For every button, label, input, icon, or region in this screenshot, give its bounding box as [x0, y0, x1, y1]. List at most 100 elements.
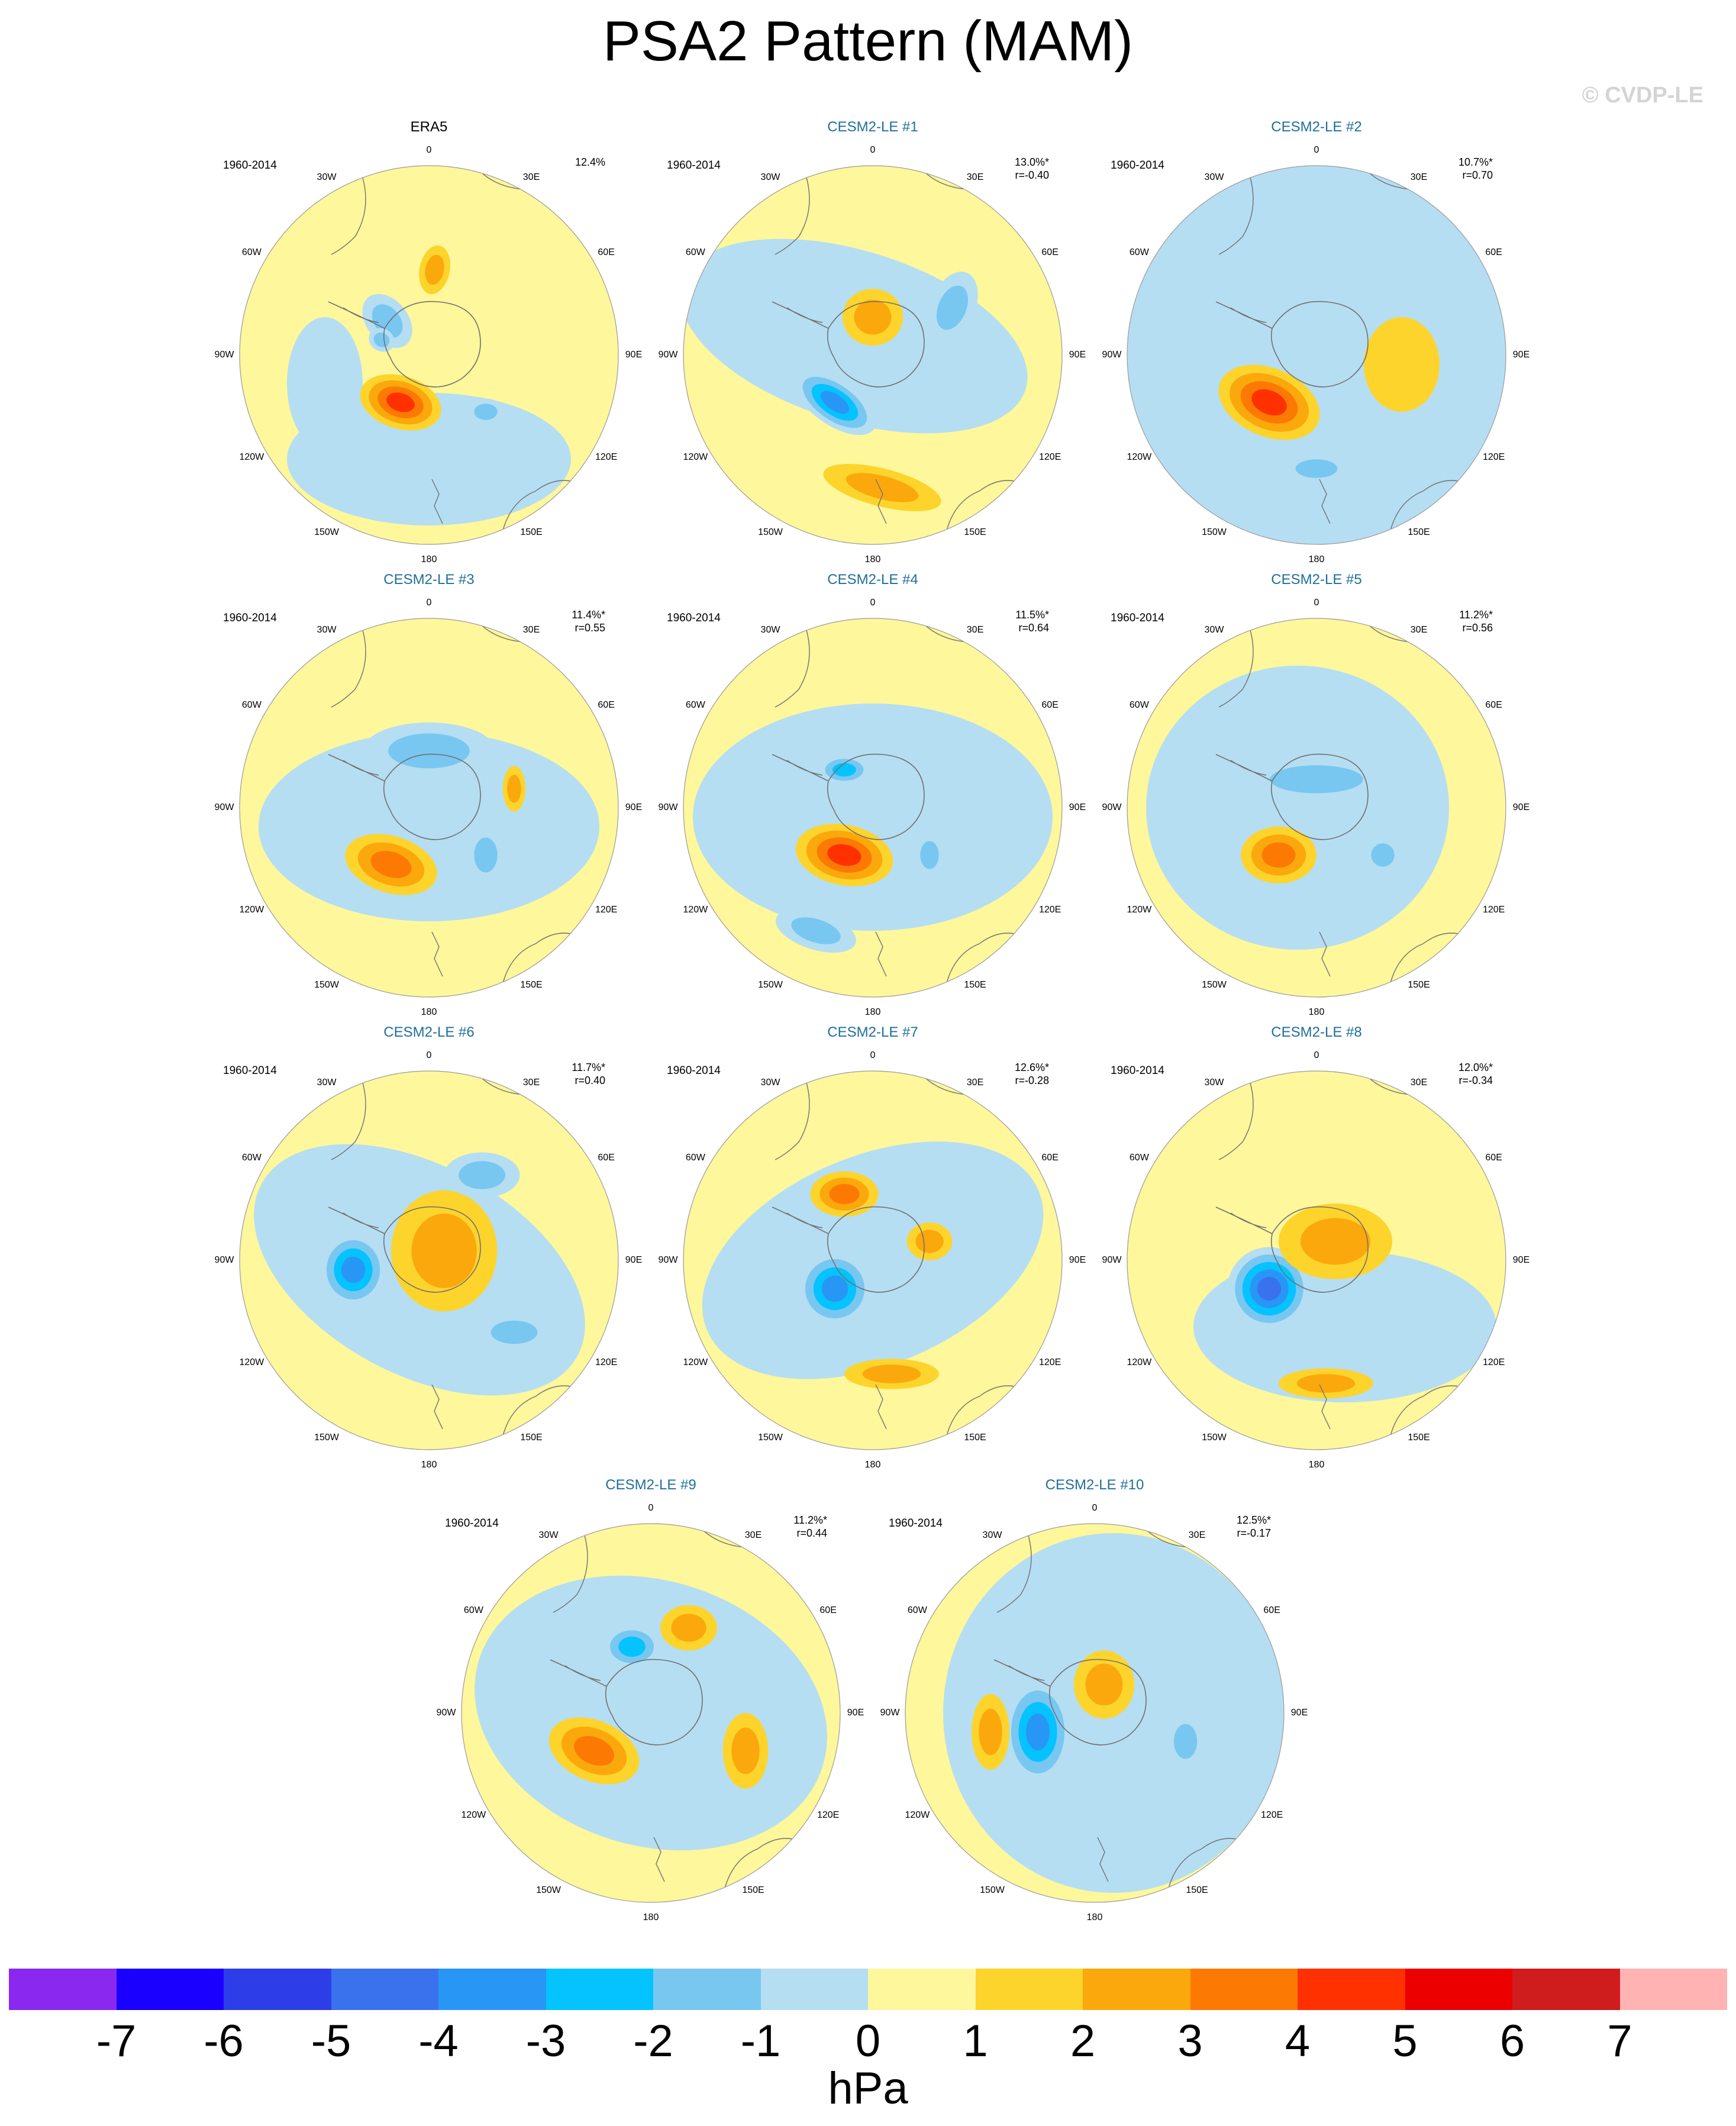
anomaly-center-contour-3 — [832, 763, 856, 777]
explained-variance: 11.7%* — [572, 1062, 605, 1073]
anomaly-center-contour-4 — [820, 391, 850, 414]
antarctica-outline — [383, 301, 481, 388]
panel-stats: 11.5%* r=0.64 — [1015, 608, 1049, 634]
colorbar-tick: -5 — [311, 2016, 351, 2066]
anomaly-center-contour-2 — [1371, 843, 1395, 867]
panel-title: CESM2-LE #3 — [383, 572, 475, 588]
explained-variance: 11.4%* — [572, 609, 605, 621]
longitude-label: 90E — [1512, 350, 1530, 360]
colorbar-tick: -3 — [525, 2016, 566, 2066]
antarctica-outline — [1270, 753, 1369, 840]
longitude-label: 150E — [742, 1885, 764, 1895]
longitude-label: 150W — [758, 527, 783, 537]
longitude-label: 30W — [982, 1530, 1002, 1541]
peninsula-outline — [328, 301, 385, 329]
colorbar-swatch — [1619, 1969, 1727, 2010]
longitude-label: 180 — [864, 1007, 881, 1017]
longitude-label: 150W — [314, 1432, 339, 1443]
antarctica-outline — [1270, 1206, 1369, 1293]
colorbar-tick: 7 — [1607, 2016, 1632, 2066]
longitude-label: 0 — [870, 1050, 876, 1060]
explained-variance: 10.7%* — [1458, 156, 1493, 168]
colorbar — [9, 1969, 1727, 2010]
anomaly-center-contour-5 — [1257, 1276, 1282, 1301]
longitude-label: 90E — [847, 1708, 864, 1718]
pattern-correlation: r=-0.28 — [1015, 1075, 1049, 1086]
longitude-label: 30W — [317, 625, 337, 635]
longitude-label: 180 — [421, 1460, 437, 1470]
panel-period: 1960-2014 — [1111, 612, 1164, 624]
anomaly-center-contour-2 — [854, 299, 892, 335]
colorbar-tick: -4 — [418, 2016, 459, 2066]
colorbar-swatch — [116, 1969, 224, 2010]
colorbar-unit-label: hPa — [828, 2063, 908, 2114]
anomaly-center-contour-3 — [618, 1636, 646, 1657]
longitude-label: 60E — [598, 700, 615, 710]
anomaly-center-contour-2 — [915, 1230, 944, 1253]
longitude-label: 60W — [685, 1153, 705, 1163]
polar-map — [683, 165, 1063, 545]
explained-variance: 11.2%* — [1459, 609, 1493, 621]
polar-map — [1127, 1070, 1506, 1450]
longitude-label: 180 — [421, 1007, 437, 1017]
anomaly-center-contour-2 — [459, 1161, 505, 1189]
peninsula-outline — [328, 1206, 385, 1234]
longitude-label: 120E — [1482, 1357, 1505, 1367]
colorbar-tick: -2 — [633, 2016, 673, 2066]
anomaly-center-contour-4 — [1025, 1713, 1050, 1751]
panel-title: CESM2-LE #7 — [827, 1024, 918, 1040]
longitude-label: 120E — [595, 905, 618, 915]
anomaly-region-contour-1 — [693, 704, 1053, 931]
colorbar-swatch — [975, 1969, 1083, 2010]
panel-title: CESM2-LE #4 — [827, 572, 918, 588]
anomaly-region-contour-1 — [1146, 666, 1449, 950]
south-america-outline — [775, 1076, 810, 1160]
pattern-correlation: r=-0.17 — [1237, 1527, 1271, 1539]
longitude-label: 120E — [1482, 905, 1505, 915]
map-panel-7: CESM2-LE #7 1960-2014 12.6%* r=-0.28 0 30E 60E… — [654, 1024, 1092, 1476]
south-america-outline — [553, 1529, 588, 1613]
longitude-label: 90E — [1069, 350, 1086, 360]
longitude-label: 90W — [214, 802, 234, 812]
longitude-label: 180 — [1308, 1460, 1325, 1470]
panel-period: 1960-2014 — [223, 612, 277, 624]
panel-title: CESM2-LE #1 — [827, 119, 918, 135]
longitude-label: 0 — [1092, 1503, 1098, 1513]
longitude-label: 180 — [1308, 554, 1325, 564]
longitude-label: 60E — [1263, 1605, 1280, 1615]
colorbar-tick: 6 — [1499, 2016, 1525, 2066]
antarctica-outline — [827, 753, 925, 840]
longitude-label: 60W — [685, 700, 705, 710]
longitude-label: 90E — [625, 1255, 643, 1265]
longitude-label: 90W — [658, 1255, 678, 1265]
south-america-outline — [1218, 1076, 1254, 1160]
explained-variance: 12.6%* — [1014, 1062, 1049, 1073]
map-border — [461, 1523, 841, 1903]
panel-stats: 11.4%* r=0.55 — [572, 608, 605, 634]
longitude-label: 150E — [520, 527, 543, 537]
new-zealand-outline — [1319, 1384, 1331, 1430]
panel-stats: 11.2%* r=0.56 — [1459, 608, 1493, 634]
colorbar-tick: 5 — [1392, 2016, 1418, 2066]
longitude-label: 90W — [658, 350, 678, 360]
anomaly-center-contour-3 — [574, 1735, 614, 1766]
panel-stats: 10.7%* r=0.70 — [1459, 156, 1493, 182]
explained-variance: 12.0%* — [1458, 1062, 1493, 1073]
explained-variance: 11.2%* — [793, 1514, 827, 1526]
anomaly-region-contour-1 — [702, 1141, 1044, 1379]
south-america-outline — [331, 624, 366, 708]
peninsula-outline — [550, 1659, 607, 1687]
anomaly-center-contour-4 — [341, 1256, 366, 1283]
panel-stats: 11.2%* r=0.44 — [793, 1514, 827, 1540]
new-zealand-outline — [1097, 1837, 1109, 1882]
explained-variance: 12.5%* — [1236, 1514, 1271, 1526]
longitude-label: 120W — [683, 1357, 708, 1367]
longitude-label: 150W — [758, 1432, 783, 1443]
longitude-label: 30W — [317, 172, 337, 183]
longitude-label: 0 — [426, 1050, 432, 1060]
peninsula-outline — [1215, 1206, 1273, 1234]
anomaly-center-contour-2 — [1173, 1724, 1198, 1759]
longitude-label: 60E — [598, 247, 615, 257]
longitude-label: 150E — [520, 979, 543, 990]
longitude-label: 30E — [522, 1077, 540, 1088]
